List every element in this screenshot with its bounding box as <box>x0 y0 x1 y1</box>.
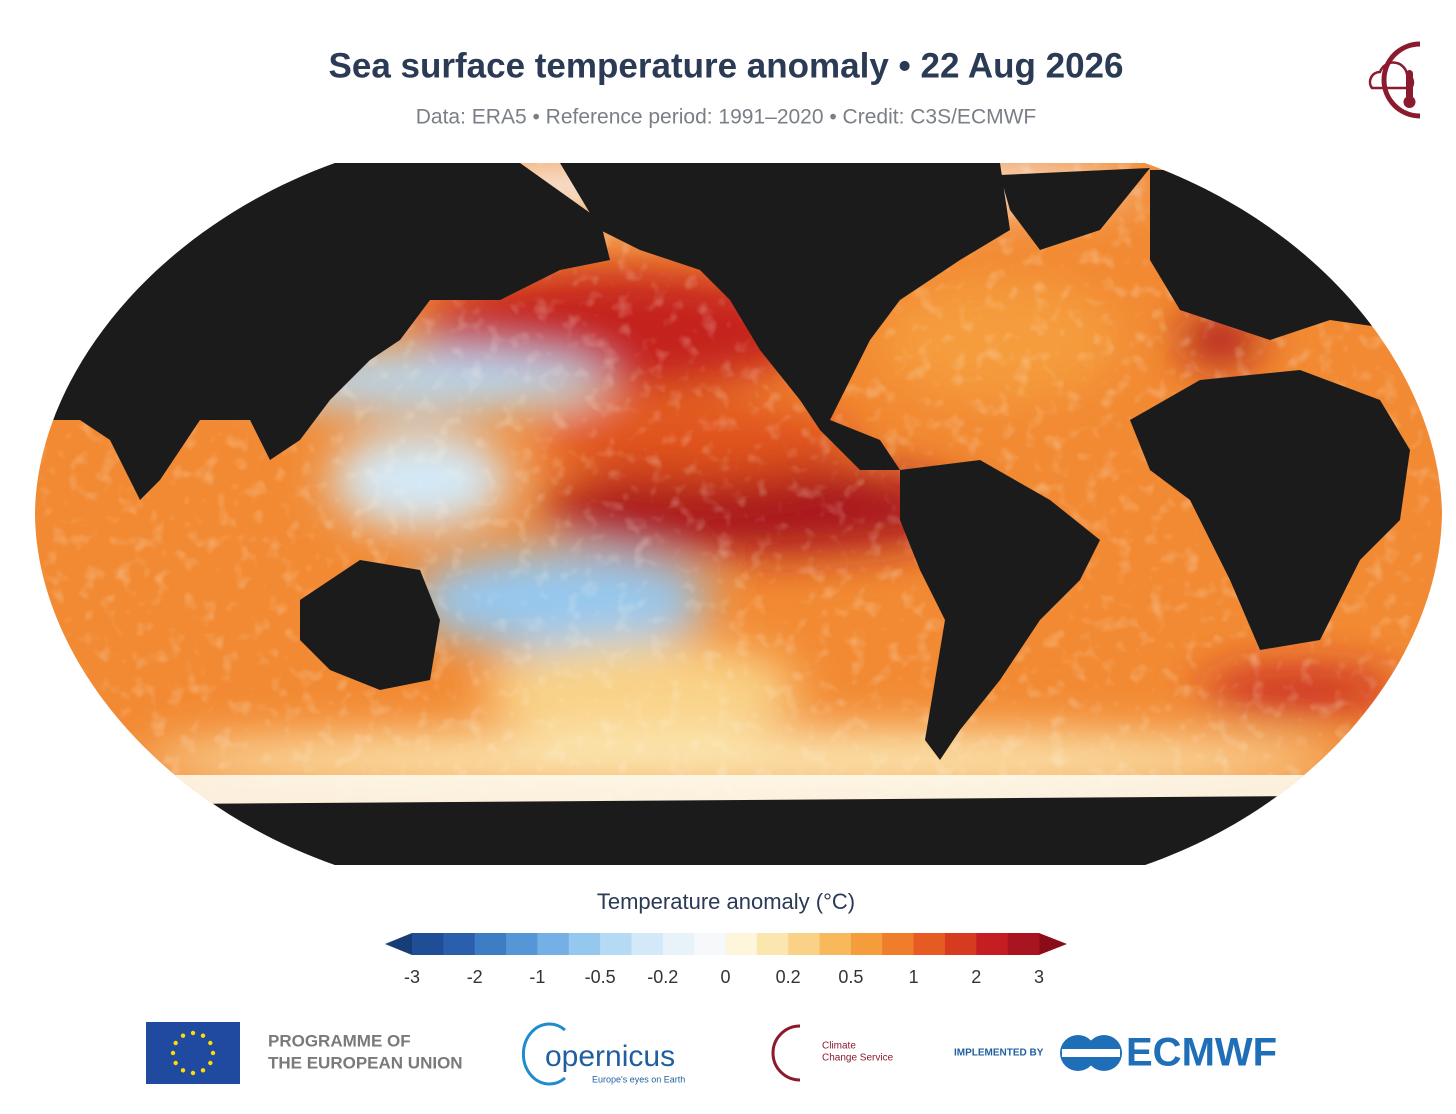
colorbar-over <box>1039 933 1067 955</box>
colorbar-tick-label: -3 <box>404 967 420 987</box>
colorbar-segment <box>850 933 883 955</box>
eu-star <box>173 1060 178 1066</box>
map <box>35 163 1442 865</box>
colorbar-segment <box>631 933 664 955</box>
eu-star <box>210 1050 216 1056</box>
c3s-text: Climate <box>822 1041 856 1052</box>
colorbar-tick-label: 1 <box>909 967 919 987</box>
eu-star <box>170 1050 176 1056</box>
colorbar-segment <box>756 933 789 955</box>
colorbar-segment <box>694 933 726 955</box>
c3s-logo <box>1368 41 1421 119</box>
colorbar-title: Temperature anomaly (°C) <box>597 889 855 914</box>
colorbar-segment <box>725 933 758 955</box>
eu-star <box>190 1070 196 1076</box>
colorbar-segment <box>537 933 570 955</box>
colorbar-segment <box>662 933 695 955</box>
ecmwf-logo: ECMWF <box>1126 1031 1277 1075</box>
colorbar-segment <box>944 933 977 955</box>
implemented-by: IMPLEMENTED BY <box>954 1048 1044 1059</box>
eu-star <box>180 1068 186 1073</box>
ecmwf-symbol <box>1060 1035 1122 1071</box>
colorbar-tick-label: -0.2 <box>647 967 678 987</box>
eu-text: THE EUROPEAN UNION <box>268 1053 463 1072</box>
c3s-text: Change Service <box>822 1053 894 1064</box>
eu-star <box>190 1030 196 1036</box>
colorbar-segment <box>976 933 1009 955</box>
colorbar-tick-label: 0 <box>720 967 730 987</box>
colorbar-segment <box>882 933 915 955</box>
colorbar-segment <box>474 933 507 955</box>
colorbar: -3 -2 -1 -0.5 -0.2 0 0.2 0.5 1 2 3 <box>385 933 1067 987</box>
colorbar-tick-label: 3 <box>1034 967 1044 987</box>
colorbar-segment <box>568 933 601 955</box>
eu-star <box>208 1060 213 1066</box>
eu-star <box>180 1033 186 1038</box>
footer: PROGRAMME OF THE EUROPEAN UNION opernicu… <box>146 1022 1277 1086</box>
colorbar-segment <box>788 933 821 955</box>
eu-star <box>200 1068 206 1073</box>
colorbar-segment <box>443 933 476 955</box>
colorbar-segment <box>819 933 852 955</box>
colorbar-tick-label: -2 <box>467 967 483 987</box>
eu-star <box>173 1040 178 1046</box>
eu-stars <box>170 1030 216 1076</box>
eu-text: PROGRAMME OF <box>268 1031 411 1050</box>
subtitle: Data: ERA5 • Reference period: 1991–2020… <box>416 106 1037 129</box>
colorbar-segment <box>913 933 946 955</box>
copernicus-logo: opernicus <box>545 1040 675 1073</box>
colorbar-segment <box>600 933 632 955</box>
copernicus-tagline: Europe's eyes on Earth <box>592 1074 685 1084</box>
c3s-small-logo <box>771 1024 801 1082</box>
colorbar-segment <box>506 933 538 955</box>
colorbar-tick-label: -1 <box>529 967 545 987</box>
colorbar-segment <box>412 933 444 955</box>
colorbar-segment <box>1007 933 1040 955</box>
colorbar-under <box>385 933 412 955</box>
eu-star <box>208 1040 213 1046</box>
colorbar-tick-label: 2 <box>971 967 981 987</box>
title: Sea surface temperature anomaly • 22 Aug… <box>329 46 1124 85</box>
colorbar-tick-label: -0.5 <box>585 967 616 987</box>
copernicus-swirl <box>521 1022 566 1086</box>
eu-star <box>200 1033 206 1038</box>
colorbar-tick-label: 0.2 <box>776 967 801 987</box>
colorbar-tick-label: 0.5 <box>838 967 863 987</box>
